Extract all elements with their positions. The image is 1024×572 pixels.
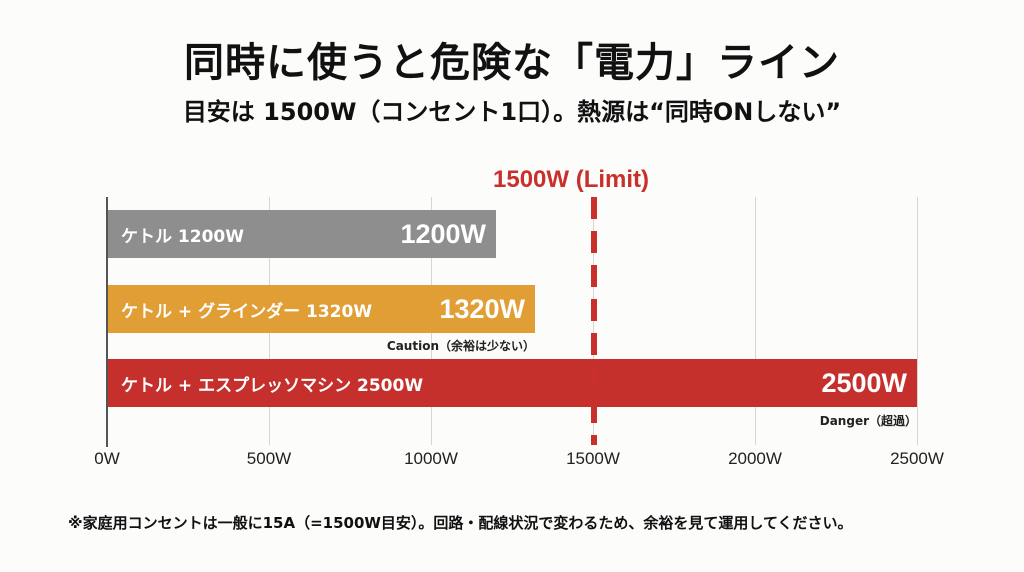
gridline-2000 xyxy=(755,197,756,445)
page-title: 同時に使うと危険な「電力」ライン xyxy=(184,40,840,86)
danger-note: Danger（超過） xyxy=(819,414,917,428)
x-tick-label: 500W xyxy=(246,449,292,468)
bar-kettle: ケトル 1200W 1200W xyxy=(107,210,496,258)
bar-kettle-espresso: ケトル + エスプレッソマシン 2500W 2500W xyxy=(107,359,917,407)
x-tick-label: 2500W xyxy=(890,449,944,468)
bar-value: 1200W xyxy=(400,218,486,249)
y-axis-line xyxy=(106,197,108,447)
caution-note: Caution（余裕は少ない） xyxy=(386,339,535,353)
bar-value: 2500W xyxy=(821,367,907,398)
page-subtitle: 目安は 1500W（コンセント1口）。熱源は“同時ONしない” xyxy=(182,98,842,126)
x-tick-label: 0W xyxy=(94,449,120,468)
bar-kettle-grinder: ケトル + グラインダー 1320W 1320W xyxy=(107,285,535,333)
bar-label: ケトル 1200W xyxy=(121,226,244,247)
bar-label: ケトル + グラインダー 1320W xyxy=(121,301,373,322)
footnote: ※家庭用コンセントは一般に15A（=1500W目安）。回路・配線状況で変わるため… xyxy=(68,514,853,532)
x-tick-label: 1000W xyxy=(404,449,458,468)
bar-label: ケトル + エスプレッソマシン 2500W xyxy=(121,375,424,396)
x-tick-label: 1500W xyxy=(566,449,620,468)
limit-dashed-line xyxy=(591,197,597,445)
gridline-2500 xyxy=(917,197,918,445)
limit-label: 1500W (Limit) xyxy=(493,166,650,193)
bar-value: 1320W xyxy=(439,293,525,324)
x-tick-label: 2000W xyxy=(728,449,782,468)
